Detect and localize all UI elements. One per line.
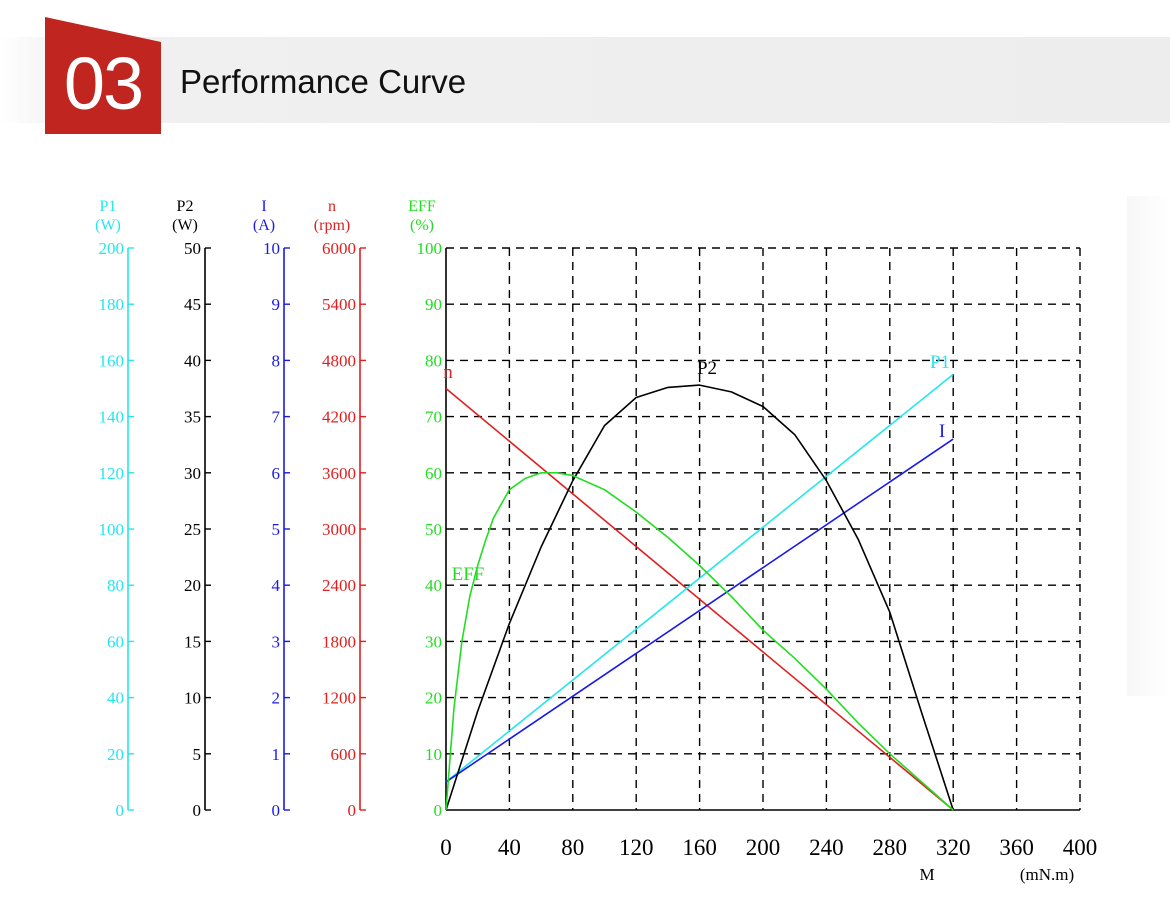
n-tick-label: 2400	[322, 576, 356, 595]
p2-axis-unit: (W)	[172, 217, 198, 234]
i-tick-label: 9	[272, 295, 281, 314]
series-n-line	[445, 387, 954, 811]
x-axis-unit: (mN.m)	[1020, 865, 1074, 884]
p2-tick-label: 45	[184, 295, 201, 314]
x-tick-label: 80	[561, 835, 584, 860]
n-tick-label: 6000	[322, 239, 356, 258]
x-tick-label: 40	[498, 835, 521, 860]
n-axis-title: n	[328, 198, 336, 215]
x-axis-title: M	[919, 865, 934, 884]
x-tick-label: 200	[746, 835, 781, 860]
p2-tick-label: 35	[184, 408, 201, 427]
p2-axis-title: P2	[177, 198, 194, 215]
x-tick-label: 120	[619, 835, 654, 860]
section-badge	[45, 17, 161, 134]
p1-tick-label: 60	[107, 632, 124, 651]
n-tick-label: 1800	[322, 632, 356, 651]
p1-tick-label: 80	[107, 576, 124, 595]
p2-tick-label: 0	[193, 801, 202, 820]
series-p1-label: P1	[930, 352, 950, 373]
eff-tick-label: 80	[425, 351, 442, 370]
p1-axis-title: P1	[100, 198, 117, 215]
p2-tick-label: 10	[184, 689, 201, 708]
p1-tick-label: 100	[99, 520, 125, 539]
series-p1-line	[445, 373, 954, 783]
eff-tick-label: 10	[425, 745, 442, 764]
n-tick-label: 3000	[322, 520, 356, 539]
p1-tick-label: 20	[107, 745, 124, 764]
p1-tick-label: 120	[99, 464, 125, 483]
x-tick-label: 400	[1063, 835, 1098, 860]
i-tick-label: 1	[272, 745, 281, 764]
p1-tick-label: 200	[99, 239, 125, 258]
eff-axis-title: EFF	[408, 198, 436, 215]
x-tick-label: 360	[999, 835, 1034, 860]
i-tick-label: 2	[272, 689, 281, 708]
n-tick-label: 4800	[322, 351, 356, 370]
page-title: Performance Curve	[180, 63, 467, 100]
eff-tick-label: 60	[425, 464, 442, 483]
eff-tick-label: 30	[425, 632, 442, 651]
i-tick-label: 8	[272, 351, 281, 370]
eff-tick-label: 20	[425, 689, 442, 708]
p2-tick-label: 50	[184, 239, 201, 258]
p1-tick-label: 40	[107, 689, 124, 708]
n-tick-label: 3600	[322, 464, 356, 483]
n-tick-label: 5400	[322, 295, 356, 314]
eff-tick-label: 0	[434, 801, 443, 820]
p2-tick-label: 5	[193, 745, 202, 764]
section-number: 03	[63, 42, 144, 125]
eff-tick-label: 50	[425, 520, 442, 539]
i-axis-unit: (A)	[253, 217, 275, 234]
p1-tick-label: 140	[99, 408, 125, 427]
i-tick-label: 0	[272, 801, 281, 820]
i-tick-label: 3	[272, 632, 281, 651]
series-n-label: n	[443, 362, 453, 383]
p1-tick-label: 0	[116, 801, 125, 820]
p1-tick-label: 160	[99, 351, 125, 370]
series-p2-line	[445, 384, 954, 811]
eff-axis-unit: (%)	[410, 217, 434, 234]
series-i-line	[445, 438, 954, 783]
i-tick-label: 6	[272, 464, 281, 483]
x-tick-label: 160	[682, 835, 717, 860]
i-axis-title: I	[261, 198, 266, 215]
n-tick-label: 600	[331, 745, 357, 764]
n-tick-label: 4200	[322, 408, 356, 427]
i-tick-label: 10	[263, 239, 280, 258]
p2-tick-label: 25	[184, 520, 201, 539]
x-tick-label: 0	[440, 835, 452, 860]
header-band	[0, 37, 1170, 123]
n-axis-unit: (rpm)	[314, 217, 350, 234]
x-tick-label: 280	[873, 835, 908, 860]
eff-tick-label: 40	[425, 576, 442, 595]
series-eff-line	[445, 472, 954, 811]
eff-tick-label: 100	[417, 239, 443, 258]
series-eff-label: EFF	[452, 564, 485, 585]
series-i-label: I	[939, 421, 945, 442]
p1-tick-label: 180	[99, 295, 125, 314]
p2-tick-label: 30	[184, 464, 201, 483]
p2-tick-label: 40	[184, 351, 201, 370]
eff-tick-label: 70	[425, 408, 442, 427]
n-tick-label: 0	[348, 801, 357, 820]
i-tick-label: 5	[272, 520, 281, 539]
eff-tick-label: 90	[425, 295, 442, 314]
p2-tick-label: 15	[184, 632, 201, 651]
i-tick-label: 4	[272, 576, 281, 595]
page-edge-shadow	[1127, 196, 1170, 696]
p2-tick-label: 20	[184, 576, 201, 595]
x-tick-label: 320	[936, 835, 971, 860]
i-tick-label: 7	[272, 408, 281, 427]
p1-axis-unit: (W)	[95, 217, 121, 234]
n-tick-label: 1200	[322, 689, 356, 708]
series-p2-label: P2	[697, 358, 717, 379]
x-tick-label: 240	[809, 835, 844, 860]
